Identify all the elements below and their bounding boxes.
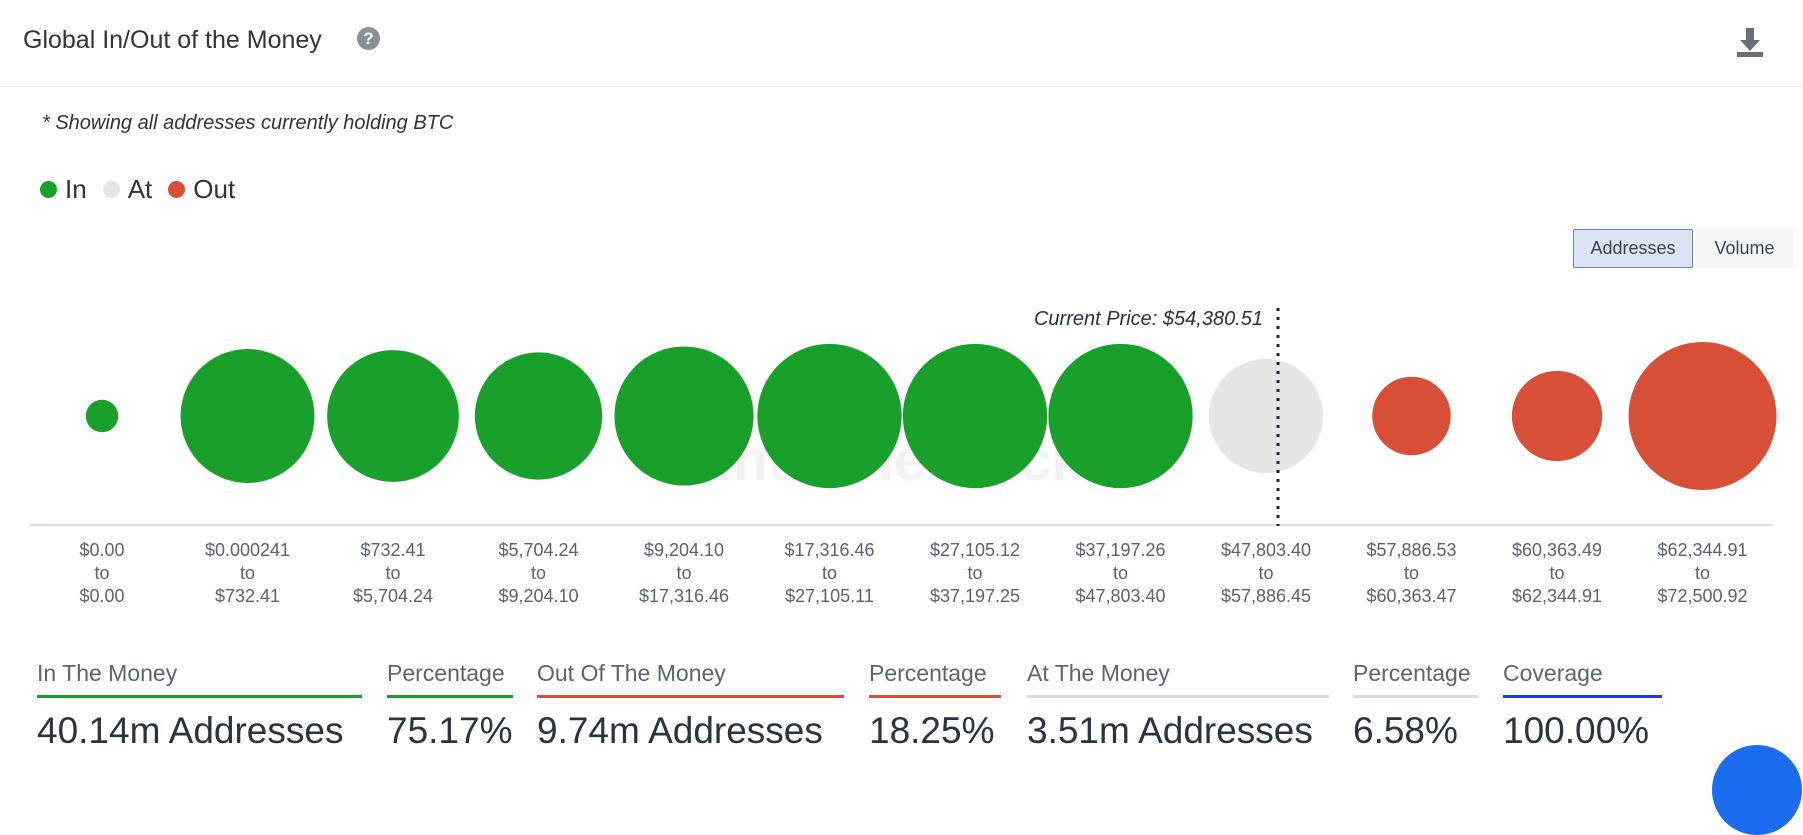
tick-label-to: $37,197.25 xyxy=(930,586,1020,606)
stat-label: Coverage xyxy=(1503,660,1662,698)
tick-label-from: $17,316.46 xyxy=(784,540,874,560)
bubble-in xyxy=(902,343,1048,489)
legend-dot-in xyxy=(40,181,57,198)
tick-label-from: $0.000241 xyxy=(205,540,290,560)
tick-label-connector: to xyxy=(822,563,837,583)
current-price-label: Current Price: $54,380.51 xyxy=(1034,308,1263,330)
stat-label: Out Of The Money xyxy=(537,660,844,698)
stat-label: Percentage xyxy=(869,660,1001,698)
tick-label-to: $0.00 xyxy=(79,586,124,606)
tick-label-from: $0.00 xyxy=(79,540,124,560)
stat-label: In The Money xyxy=(37,660,362,698)
stat-coverage: Coverage 100.00% xyxy=(1503,660,1662,752)
tick-label-to: $47,803.40 xyxy=(1075,586,1165,606)
tick-label-connector: to xyxy=(240,563,255,583)
bubble-in xyxy=(614,346,754,486)
tick-label-from: $57,886.53 xyxy=(1366,540,1456,560)
question-circle-icon[interactable]: ? xyxy=(357,27,380,50)
tick-label-to: $17,316.46 xyxy=(639,586,729,606)
tick-label-to: $27,105.11 xyxy=(785,586,874,606)
stat-value: 40.14m Addresses xyxy=(37,710,344,751)
tick-label-to: $5,704.24 xyxy=(353,586,433,606)
stat-label: Percentage xyxy=(1353,660,1478,698)
chart-header: Global In/Out of the Money ? xyxy=(0,0,1803,87)
stat-value: 9.74m Addresses xyxy=(537,710,823,751)
bubble-in xyxy=(327,350,459,482)
tick-label-connector: to xyxy=(94,563,109,583)
bubble-out xyxy=(1628,342,1777,490)
tick-label-to: $732.41 xyxy=(215,586,280,606)
stat-value: 3.51m Addresses xyxy=(1027,710,1313,751)
legend-item-in[interactable]: In xyxy=(40,174,87,205)
bubble-out xyxy=(1372,376,1451,456)
stat-at-the-money: At The Money 3.51m Addresses xyxy=(1027,660,1329,752)
legend-label-in: In xyxy=(65,174,87,204)
stat-out-of-the-money: Out Of The Money 9.74m Addresses xyxy=(537,660,844,752)
legend-item-out[interactable]: Out xyxy=(168,174,235,205)
tick-label-connector: to xyxy=(1695,563,1710,583)
stat-at-percentage: Percentage 6.58% xyxy=(1353,660,1478,752)
tick-label-to: $62,344.91 xyxy=(1512,586,1602,606)
stat-value: 6.58% xyxy=(1353,710,1458,751)
tick-label-connector: to xyxy=(1404,563,1419,583)
addresses-toggle-button[interactable]: Addresses xyxy=(1573,229,1693,268)
stat-label: At The Money xyxy=(1027,660,1329,698)
tick-label-to: $9,204.10 xyxy=(498,586,578,606)
tick-label-from: $62,344.91 xyxy=(1657,540,1747,560)
stat-in-percentage: Percentage 75.17% xyxy=(387,660,513,752)
tick-label-from: $37,197.26 xyxy=(1075,540,1165,560)
download-icon[interactable] xyxy=(1734,26,1766,58)
stat-value: 100.00% xyxy=(1503,710,1650,751)
bubble-at xyxy=(1209,359,1323,473)
holding-note: * Showing all addresses currently holdin… xyxy=(42,112,454,134)
legend-label-out: Out xyxy=(193,174,236,204)
legend-label-at: At xyxy=(127,174,153,204)
volume-toggle-button[interactable]: Volume xyxy=(1696,229,1793,268)
tick-label-to: $57,886.45 xyxy=(1221,586,1311,606)
page-title: Global In/Out of the Money xyxy=(23,26,322,54)
tick-label-connector: to xyxy=(385,563,400,583)
bubble-in xyxy=(180,349,315,483)
tick-label-to: $60,363.47 xyxy=(1366,586,1456,606)
bubble-in xyxy=(757,343,902,489)
tick-label-connector: to xyxy=(531,563,546,583)
bubble-in xyxy=(474,352,603,480)
bubble-in xyxy=(1048,343,1193,489)
tick-label-from: $27,105.12 xyxy=(930,540,1020,560)
stat-in-the-money: In The Money 40.14m Addresses xyxy=(37,660,362,752)
tick-label-connector: to xyxy=(1113,563,1128,583)
legend-dot-out xyxy=(168,181,186,198)
legend-item-at[interactable]: At xyxy=(102,174,153,205)
tick-label-from: $5,704.24 xyxy=(498,540,578,560)
bubble-out xyxy=(1511,370,1603,462)
tick-label-from: $47,803.40 xyxy=(1221,540,1311,560)
legend: In At Out xyxy=(40,174,251,205)
tick-label-to: $72,500.92 xyxy=(1657,586,1747,606)
stat-value: 75.17% xyxy=(387,710,513,751)
tick-label-connector: to xyxy=(676,563,691,583)
legend-dot-at xyxy=(102,181,120,198)
tick-label-connector: to xyxy=(967,563,982,583)
tick-label-from: $9,204.10 xyxy=(644,540,724,560)
chat-fab-button[interactable] xyxy=(1712,745,1802,835)
stat-value: 18.25% xyxy=(869,710,995,751)
bubble-in xyxy=(85,399,119,433)
stat-label: Percentage xyxy=(387,660,513,698)
tick-label-connector: to xyxy=(1258,563,1273,583)
tick-label-from: $732.41 xyxy=(360,540,425,560)
tick-label-from: $60,363.49 xyxy=(1512,540,1602,560)
bubble-chart: IntoTheBlock$0.00to$0.00$0.000241to$732.… xyxy=(30,308,1777,606)
tick-label-connector: to xyxy=(1549,563,1564,583)
stat-out-percentage: Percentage 18.25% xyxy=(869,660,1001,752)
